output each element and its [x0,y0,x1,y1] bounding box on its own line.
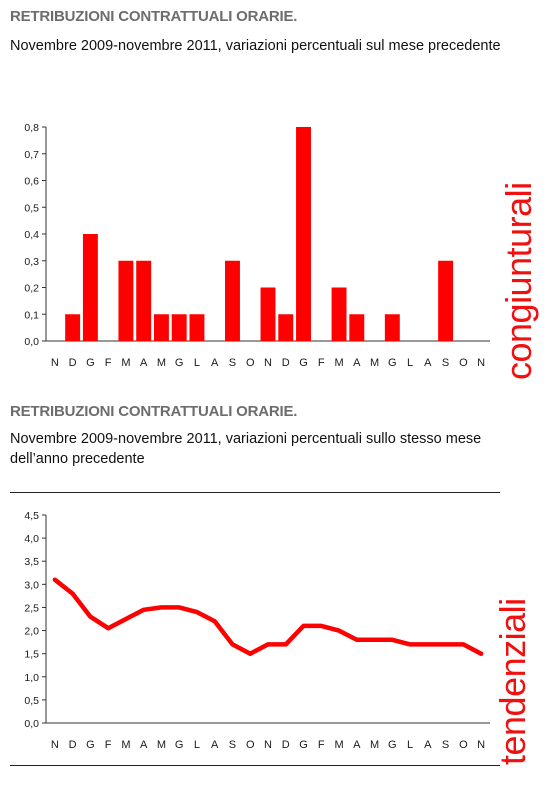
series-line [52,577,484,656]
x-tick-label: G [86,739,95,751]
y-tick-label: 0,7 [24,149,39,161]
x-tick-label: G [175,357,184,369]
bar [349,314,365,341]
y-tick-label: 0,3 [24,256,39,268]
x-tick-label: D [69,739,77,751]
y-tick-label: 0,5 [24,695,39,707]
bar [65,314,81,341]
x-tick-label: F [105,739,112,751]
x-tick-label: A [424,357,432,369]
x-tick-label: M [334,357,343,369]
bar [225,260,240,341]
x-tick-label: L [407,739,413,751]
x-tick-label: A [211,739,219,751]
x-tick-label: N [51,739,59,751]
top-divider [10,492,500,493]
bar [278,314,294,341]
x-tick-label: M [157,739,166,751]
x-tick-label: A [140,739,148,751]
x-tick-label: N [477,739,485,751]
y-tick-label: 0,5 [24,202,39,214]
x-tick-label: F [318,739,325,751]
x-tick-label: G [299,739,308,751]
y-tick-label: 2,0 [24,626,39,638]
x-tick-label: S [442,739,449,751]
chart2-subtitle: Novembre 2009-novembre 2011, variazioni … [10,431,482,467]
x-tick-label: D [282,357,290,369]
bar [296,127,311,341]
y-tick-label: 4,5 [24,510,39,522]
y-tick-label: 0,1 [24,309,39,321]
bar [189,314,205,341]
x-tick-label: S [229,357,236,369]
bar [153,314,169,341]
x-tick-label: O [459,739,468,751]
x-tick-label: N [51,357,59,369]
x-tick-label: D [69,357,77,369]
y-tick-label: 4,0 [24,533,39,545]
y-tick-label: 0,2 [24,283,39,295]
x-tick-label: A [140,357,148,369]
y-tick-label: 1,0 [24,672,39,684]
y-tick-label: 3,0 [24,579,39,591]
bar [438,260,454,341]
y-tick-label: 0,0 [24,336,39,348]
y-tick-label: 2,5 [24,602,39,614]
bar [260,287,276,341]
x-tick-label: L [407,357,413,369]
chart2-title: RETRIBUZIONI CONTRATTUALI ORARIE. [10,403,298,420]
bar [118,260,134,341]
x-tick-label: G [86,357,95,369]
y-tick-label: 0,6 [24,176,39,188]
bar [136,260,152,341]
x-tick-label: A [424,739,432,751]
x-tick-label: M [370,357,379,369]
y-tick-label: 0,8 [24,122,39,134]
y-tick-label: 0,4 [24,229,39,241]
x-tick-label: L [194,357,200,369]
x-tick-label: F [318,357,325,369]
bar [82,234,98,341]
x-tick-label: D [282,739,290,751]
x-tick-label: N [264,357,272,369]
x-tick-label: G [388,357,397,369]
x-tick-label: N [264,739,272,751]
x-tick-label: O [246,739,255,751]
x-tick-label: A [353,357,361,369]
x-tick-label: F [105,357,112,369]
x-tick-label: N [477,357,485,369]
x-tick-label: M [370,739,379,751]
x-tick-label: S [442,357,449,369]
y-tick-label: 1,5 [24,649,39,661]
chart1-title: RETRIBUZIONI CONTRATTUALI ORARIE. [10,8,298,25]
chart2-side-label: tendenziali [492,598,533,765]
bar [171,314,187,341]
x-tick-label: G [299,357,308,369]
bar [331,287,347,341]
x-tick-label: A [353,739,361,751]
x-tick-label: G [175,739,184,751]
x-tick-label: M [121,739,130,751]
x-tick-label: O [459,357,468,369]
y-tick-label: 0,0 [24,718,39,730]
x-tick-label: A [211,357,219,369]
x-tick-label: G [388,739,397,751]
x-tick-label: M [121,357,130,369]
x-tick-label: L [194,739,200,751]
x-tick-label: S [229,739,236,751]
chart1-subtitle: Novembre 2009-novembre 2011, variazioni … [10,38,501,54]
bar-chart: 0,00,10,20,30,40,50,60,70,8N D G F M A M G L A S O N… [24,122,490,369]
y-tick-label: 3,5 [24,556,39,568]
x-tick-label: M [334,739,343,751]
bottom-divider [10,765,500,766]
x-tick-label: M [157,357,166,369]
x-tick-label: O [246,357,255,369]
bar [384,314,400,341]
